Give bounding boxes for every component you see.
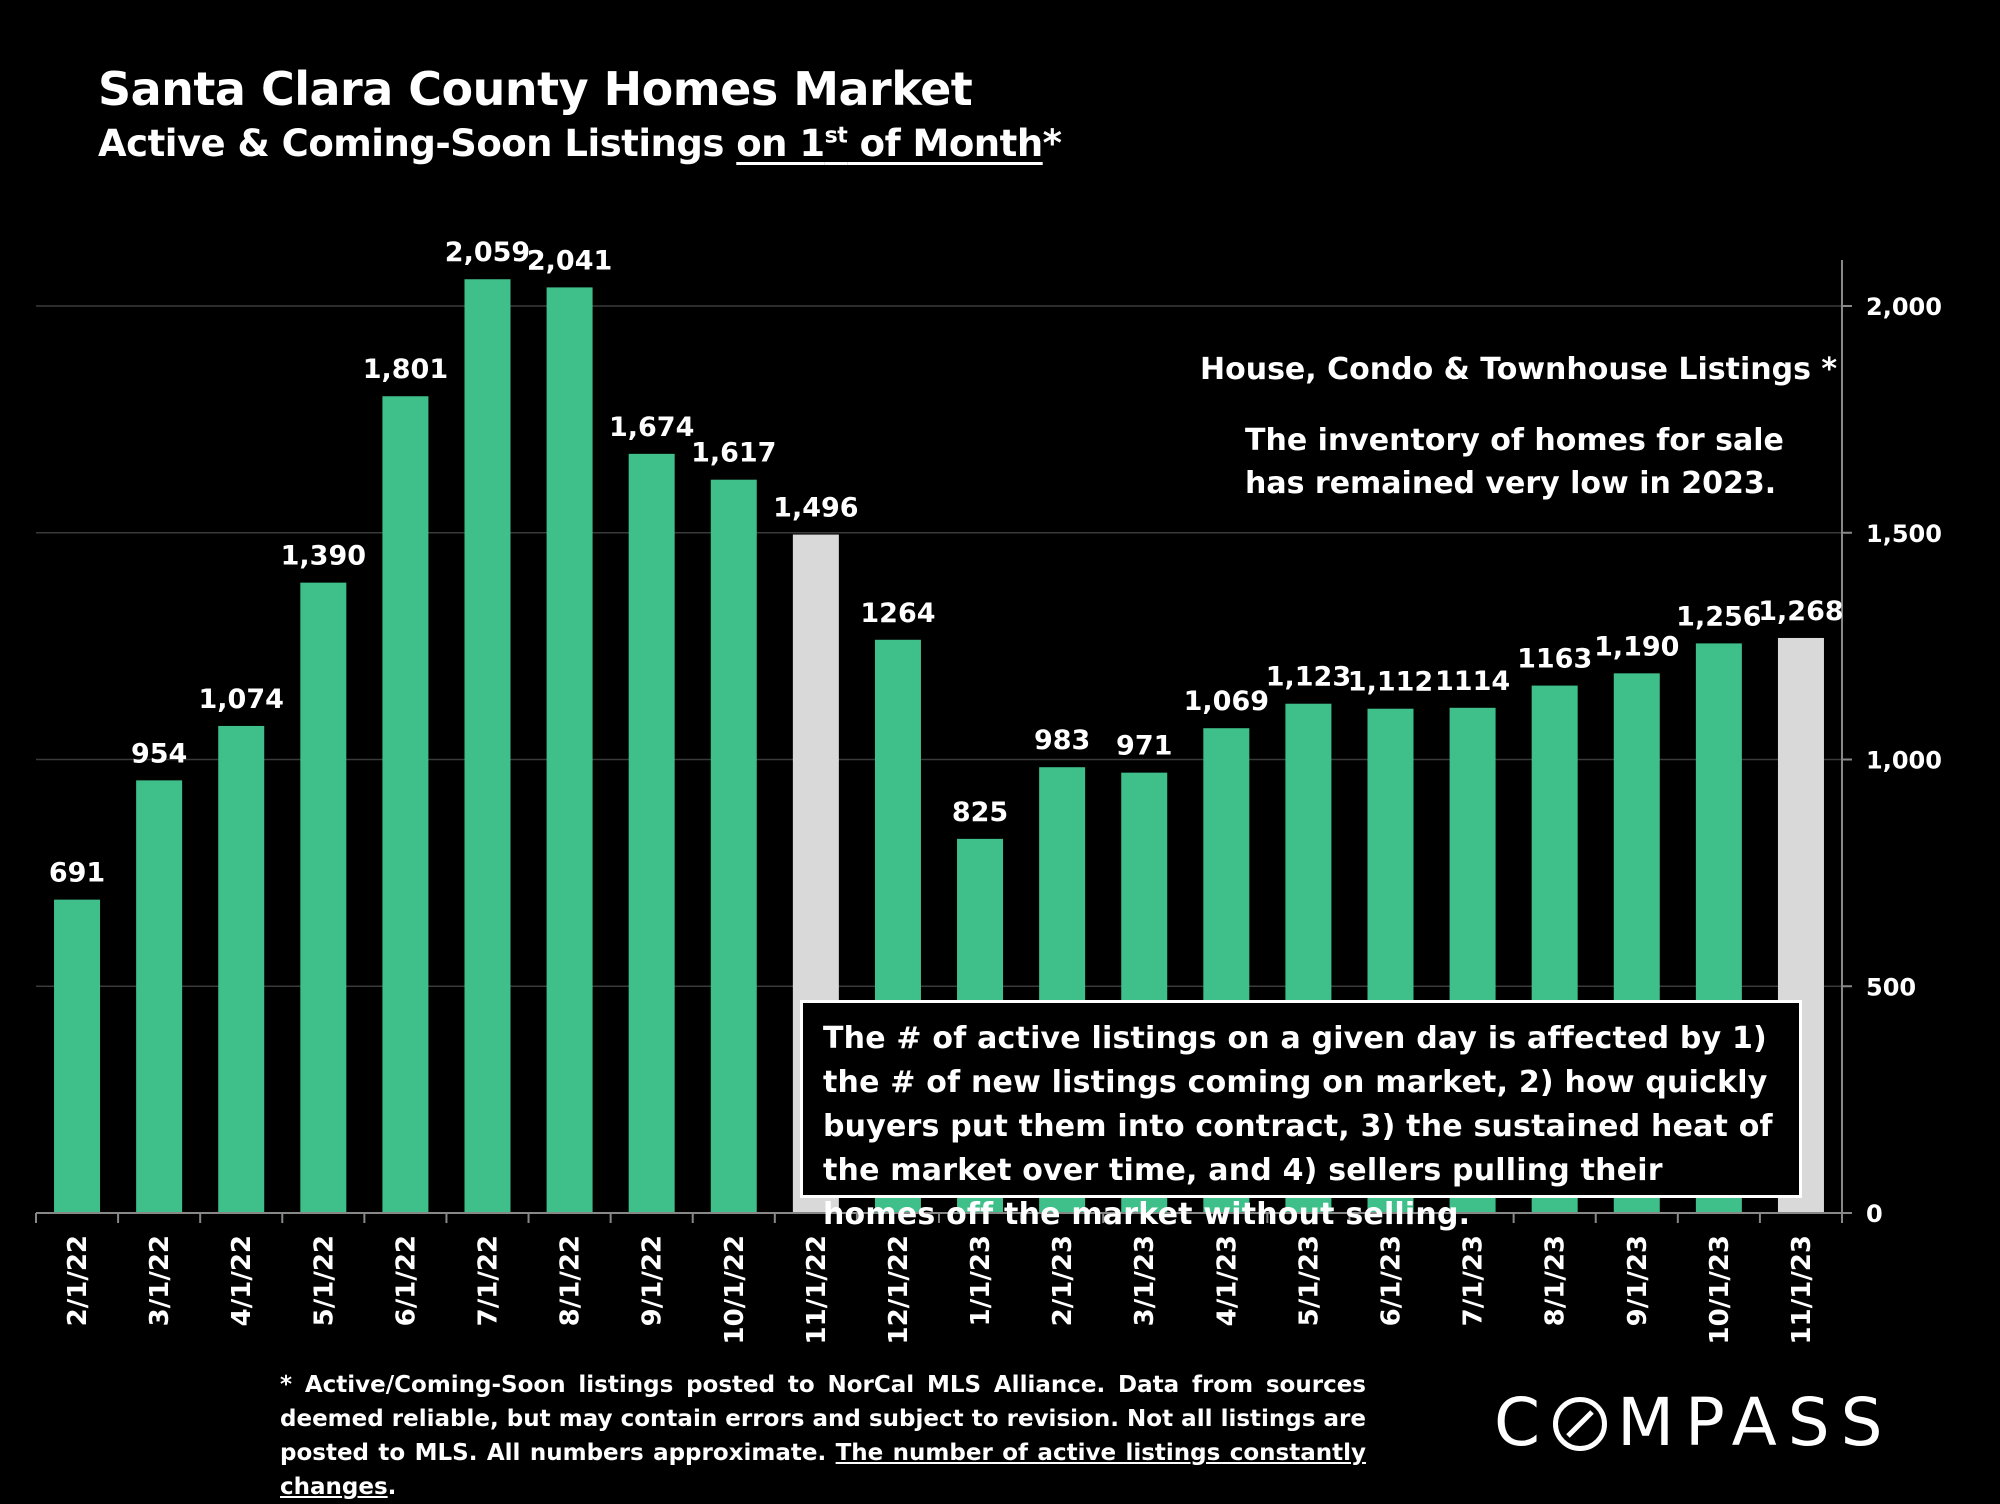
x-tick-label: 3/1/23 (1130, 1235, 1160, 1326)
x-tick-label: 2/1/22 (63, 1235, 93, 1326)
subtitle-prefix: Active & Coming-Soon Listings (98, 122, 737, 165)
data-label: 2,041 (527, 245, 612, 276)
x-tick-label: 9/1/23 (1623, 1235, 1653, 1326)
data-label: 1,496 (773, 493, 858, 524)
footnote: * Active/Coming-Soon listings posted to … (280, 1368, 1366, 1504)
data-label: 1,268 (1758, 596, 1843, 627)
data-label: 825 (952, 797, 1008, 828)
note-box: The # of active listings on a given day … (800, 1000, 1802, 1232)
bar (382, 396, 429, 1214)
x-tick-label: 6/1/23 (1377, 1235, 1407, 1326)
data-label: 1,390 (281, 541, 366, 572)
bar (54, 899, 101, 1213)
footnote-underlined: The number of active listings constantly… (280, 1440, 1366, 1500)
data-label: 1,674 (609, 412, 694, 443)
data-label: 1,074 (199, 684, 284, 715)
x-tick-label: 3/1/22 (145, 1235, 175, 1326)
x-tick-label: 10/1/22 (720, 1235, 750, 1344)
logo-text-a: C (1494, 1384, 1552, 1461)
footnote-text: * Active/Coming-Soon listings posted to … (280, 1372, 1366, 1466)
bar (218, 725, 265, 1213)
data-label: 1,123 (1266, 662, 1351, 693)
data-label: 1,112 (1348, 667, 1433, 698)
series-label: House, Condo & Townhouse Listings * (1200, 352, 1838, 387)
chart-title: Santa Clara County Homes Market (98, 62, 973, 116)
data-label: 1,617 (691, 438, 776, 469)
bar (136, 780, 183, 1213)
data-label: 983 (1034, 725, 1090, 756)
bar (464, 279, 511, 1213)
x-tick-label: 12/1/22 (884, 1235, 914, 1344)
y-tick-label: 1,500 (1866, 520, 1942, 548)
x-tick-label: 2/1/23 (1048, 1235, 1078, 1326)
x-tick-label: 4/1/23 (1212, 1235, 1242, 1326)
x-tick-label: 8/1/23 (1541, 1235, 1571, 1326)
y-tick-label: 2,000 (1866, 293, 1942, 321)
x-tick-label: 7/1/22 (474, 1235, 504, 1326)
data-label: 1163 (1517, 644, 1592, 675)
compass-logo: C MPASS (1494, 1384, 1894, 1461)
data-label: 1114 (1435, 666, 1510, 697)
subtitle-suffix: * (1042, 122, 1062, 165)
data-label: 1,069 (1184, 686, 1269, 717)
data-label: 954 (131, 738, 187, 769)
x-tick-label: 5/1/22 (309, 1235, 339, 1326)
logo-text-b: MPASS (1617, 1384, 1894, 1461)
y-tick-label: 500 (1866, 973, 1916, 1001)
data-label: 1,256 (1676, 601, 1761, 632)
inventory-line-2: has remained very low in 2023. (1245, 466, 1777, 501)
chart-subtitle: Active & Coming-Soon Listings on 1st of … (98, 122, 1062, 165)
y-tick-label: 1,000 (1866, 747, 1942, 775)
y-tick-label: 0 (1866, 1200, 1883, 1228)
subtitle-underlined: on 1st of Month (736, 122, 1044, 165)
data-label: 2,059 (445, 237, 530, 268)
subtitle-underlined-b: of Month (847, 122, 1044, 165)
x-tick-label: 11/1/22 (802, 1235, 832, 1344)
data-label: 691 (49, 858, 105, 889)
x-tick-label: 9/1/22 (638, 1235, 668, 1326)
inventory-line-1: The inventory of homes for sale (1245, 423, 1784, 458)
data-label: 1,801 (363, 354, 448, 385)
data-label: 1,190 (1594, 631, 1679, 662)
bar (546, 287, 593, 1213)
x-tick-label: 4/1/22 (227, 1235, 257, 1326)
x-tick-label: 1/1/23 (966, 1235, 996, 1326)
footnote-end: . (387, 1474, 397, 1500)
x-tick-label: 7/1/23 (1459, 1235, 1489, 1326)
x-tick-label: 6/1/22 (391, 1235, 421, 1326)
compass-logo-icon (1553, 1397, 1608, 1451)
x-tick-label: 11/1/23 (1787, 1235, 1817, 1344)
note-text: The # of active listings on a given day … (823, 1021, 1773, 1232)
x-tick-label: 10/1/23 (1705, 1235, 1735, 1344)
bar (300, 582, 347, 1213)
subtitle-underlined-a: on 1 (736, 122, 825, 165)
data-label: 971 (1116, 731, 1172, 762)
bar (710, 479, 757, 1213)
x-tick-label: 5/1/23 (1294, 1235, 1324, 1326)
x-tick-label: 8/1/22 (556, 1235, 586, 1326)
bar (628, 453, 675, 1213)
subtitle-superscript: st (824, 123, 848, 149)
data-label: 1264 (860, 598, 935, 629)
